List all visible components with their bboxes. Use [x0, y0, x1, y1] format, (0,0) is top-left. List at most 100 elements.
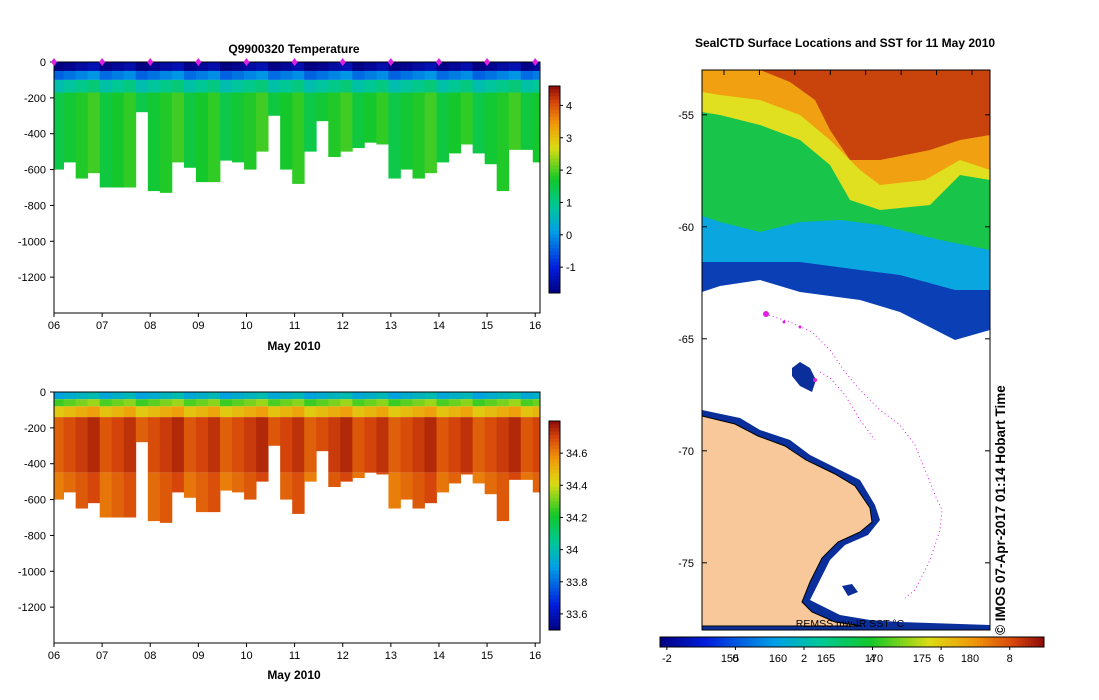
- colorbar-cell: [549, 248, 560, 253]
- profile-cell: [304, 62, 317, 71]
- profile-cell: [63, 406, 77, 418]
- y-tick-label: -600: [24, 495, 46, 507]
- surface-marker: [243, 58, 250, 66]
- sst-colorbar-cell: [986, 637, 991, 647]
- profile-cell: [99, 62, 113, 71]
- profile-cell: [328, 392, 341, 400]
- profile-cell: [220, 417, 233, 473]
- sst-colorbar-cell: [1002, 637, 1007, 647]
- sst-colorbar-cell: [973, 637, 978, 647]
- profile-cell: [220, 399, 233, 407]
- colorbar-cell: [549, 560, 560, 565]
- colorbar-cell: [549, 113, 560, 118]
- colorbar-cell: [549, 588, 560, 593]
- sst-colorbar-cell: [890, 637, 895, 647]
- profile-cell: [99, 392, 113, 400]
- profile-cell: [280, 79, 293, 93]
- sst-colorbar-cell: [1021, 637, 1026, 647]
- colorbar-cell: [549, 123, 560, 128]
- y-tick-label: -800: [24, 530, 46, 542]
- profile-cell: [87, 406, 101, 418]
- profile-cell: [75, 472, 89, 509]
- profile-cell: [436, 62, 449, 71]
- colorbar-cell: [549, 612, 560, 617]
- profile-cell: [256, 472, 269, 482]
- profile-cell: [147, 62, 161, 71]
- land-antarctica: [702, 415, 873, 627]
- temperature-x-label: May 2010: [267, 339, 321, 353]
- profile-cell: [328, 62, 341, 71]
- colorbar-cell: [549, 556, 560, 561]
- profile-cell: [340, 399, 353, 407]
- profile-cell: [352, 472, 365, 479]
- profile-cell: [232, 406, 245, 418]
- sst-colorbar-tick-label: 2: [801, 653, 807, 665]
- profile-cell: [111, 417, 125, 473]
- profile-cell: [232, 472, 245, 493]
- colorbar-cell: [549, 234, 560, 239]
- x-tick-label: 11: [289, 650, 300, 662]
- x-tick-label: 14: [433, 320, 445, 332]
- profile-cell: [484, 406, 498, 418]
- profile-cell: [280, 62, 293, 71]
- profile-cell: [436, 92, 449, 163]
- profile-cell: [412, 472, 425, 509]
- profile-cell: [364, 417, 377, 473]
- profile-cell: [123, 62, 137, 71]
- profile-cell: [424, 92, 437, 174]
- profile-cell: [508, 472, 522, 480]
- sst-colorbar-cell: [765, 637, 770, 647]
- profile-cell: [111, 70, 125, 80]
- profile-cell: [508, 406, 522, 418]
- profile-cell: [232, 79, 245, 93]
- profile-cell: [460, 417, 474, 473]
- colorbar-tick-label: 33.8: [566, 577, 587, 589]
- temperature-panel: Q9900320 Temperature 0 -200 -400 -600 -800 -1…: [18, 42, 576, 353]
- profile-cell: [472, 472, 486, 484]
- sst-colorbar-cell: [775, 637, 779, 647]
- x-tick-label: 09: [192, 650, 204, 662]
- sst-colorbar-cell: [695, 637, 699, 647]
- sst-colorbar-cell: [845, 637, 850, 647]
- sst-colorbar-overlay-label: 175: [913, 653, 931, 665]
- sst-colorbar-cell: [887, 637, 891, 647]
- temperature-plot-area: [54, 62, 540, 193]
- colorbar-cell: [549, 427, 560, 432]
- sst-colorbar-cell: [874, 637, 879, 647]
- sst-colorbar-cell: [762, 637, 767, 647]
- profile-cell: [268, 392, 281, 400]
- profile-cell: [340, 62, 353, 71]
- sst-colorbar-cell: [996, 637, 1000, 647]
- sst-colorbar-cell: [797, 637, 802, 647]
- colorbar-cell: [549, 542, 560, 547]
- profile-cell: [316, 392, 329, 400]
- profile-cell: [472, 399, 486, 407]
- sst-colorbar-overlay-label: 170: [865, 653, 883, 665]
- island-patch-small: [842, 584, 858, 596]
- sst-colorbar-cell: [903, 637, 907, 647]
- profile-cell: [99, 417, 113, 473]
- profile-cell: [183, 406, 197, 418]
- profile-cell: [400, 70, 413, 80]
- colorbar-cell: [549, 532, 560, 537]
- sst-colorbar-cell: [871, 637, 875, 647]
- profile-cell: [376, 62, 389, 71]
- profile-cell: [63, 472, 77, 493]
- profile-cell: [207, 92, 221, 183]
- profile-cell: [532, 92, 540, 163]
- colorbar-cell: [549, 490, 560, 495]
- lat-tick-label: -55: [678, 110, 694, 122]
- profile-cell: [75, 392, 89, 400]
- profile-cell: [183, 472, 197, 498]
- y-tick-label: -200: [24, 423, 46, 435]
- profile-cell: [171, 399, 185, 407]
- profile-cell: [496, 399, 510, 407]
- colorbar-frame: [548, 420, 561, 631]
- profile-cell: [412, 79, 425, 93]
- profile-cell: [460, 472, 474, 475]
- sst-colorbar-cell: [781, 637, 786, 647]
- profile-cell: [159, 417, 173, 473]
- profile-cell: [111, 392, 125, 400]
- profile-cell: [340, 472, 353, 482]
- profile-cell: [207, 472, 221, 513]
